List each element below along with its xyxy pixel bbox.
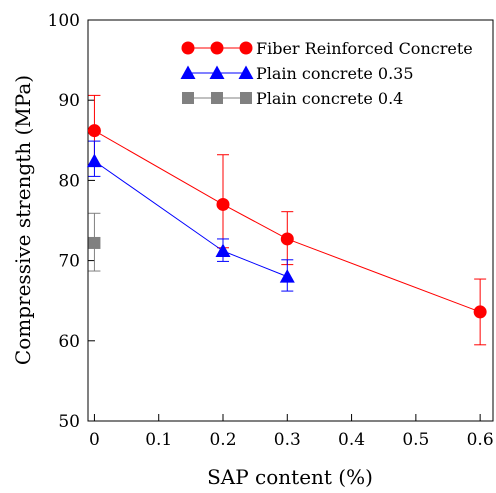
data-series xyxy=(86,94,487,346)
x-tick-label: 0.2 xyxy=(209,430,236,450)
legend-marker xyxy=(239,41,253,55)
series-1 xyxy=(87,94,487,346)
x-tick-label: 0.3 xyxy=(274,430,301,450)
legend-label: Plain concrete 0.4 xyxy=(256,89,403,108)
y-axis-title: Compressive strength (MPa) xyxy=(11,75,35,365)
x-tick-label: 0.5 xyxy=(402,430,429,450)
data-point xyxy=(280,232,294,246)
x-tick-label: 0.4 xyxy=(338,430,365,450)
legend-label: Plain concrete 0.35 xyxy=(256,64,414,83)
y-tick-label: 90 xyxy=(58,91,80,111)
legend-marker xyxy=(181,41,195,55)
y-axis-ticks: 50 60 70 80 90 100 xyxy=(48,11,95,432)
x-axis-ticks: 0 0.1 0.2 0.3 0.4 0.5 0.6 xyxy=(89,414,494,450)
data-point xyxy=(279,269,295,283)
legend-item: Plain concrete 0.35 xyxy=(180,64,414,83)
data-point xyxy=(86,153,102,168)
series-line xyxy=(94,130,481,313)
data-point xyxy=(88,236,101,249)
legend-item: Plain concrete 0.4 xyxy=(182,89,403,108)
x-tick-label: 0.1 xyxy=(145,430,172,450)
legend-label: Fiber Reinforced Concrete xyxy=(256,39,473,58)
legend-marker xyxy=(211,92,223,104)
y-tick-label: 50 xyxy=(58,412,80,432)
legend-item: Fiber Reinforced Concrete xyxy=(181,39,473,58)
data-point xyxy=(473,305,487,319)
series-3 xyxy=(88,212,101,272)
legend-marker xyxy=(210,41,224,55)
plot-frame xyxy=(87,19,494,422)
y-tick-label: 100 xyxy=(48,11,80,31)
y-tick-label: 70 xyxy=(58,252,80,272)
legend-marker xyxy=(240,92,252,104)
data-point xyxy=(87,124,101,138)
legend-marker xyxy=(180,65,196,79)
y-tick-label: 80 xyxy=(58,171,80,191)
legend-marker xyxy=(209,65,225,79)
x-axis-title: SAP content (%) xyxy=(207,465,373,489)
y-tick-label: 60 xyxy=(58,332,80,352)
x-tick-label: 0.6 xyxy=(467,430,494,450)
legend-marker xyxy=(238,65,254,79)
x-tick-label: 0 xyxy=(89,430,100,450)
series-2 xyxy=(86,140,295,292)
series-line xyxy=(94,160,288,278)
legend-marker xyxy=(182,92,194,104)
legend: Fiber Reinforced Concrete Plain concrete … xyxy=(180,39,473,108)
data-point xyxy=(215,243,231,257)
data-point xyxy=(216,197,230,211)
